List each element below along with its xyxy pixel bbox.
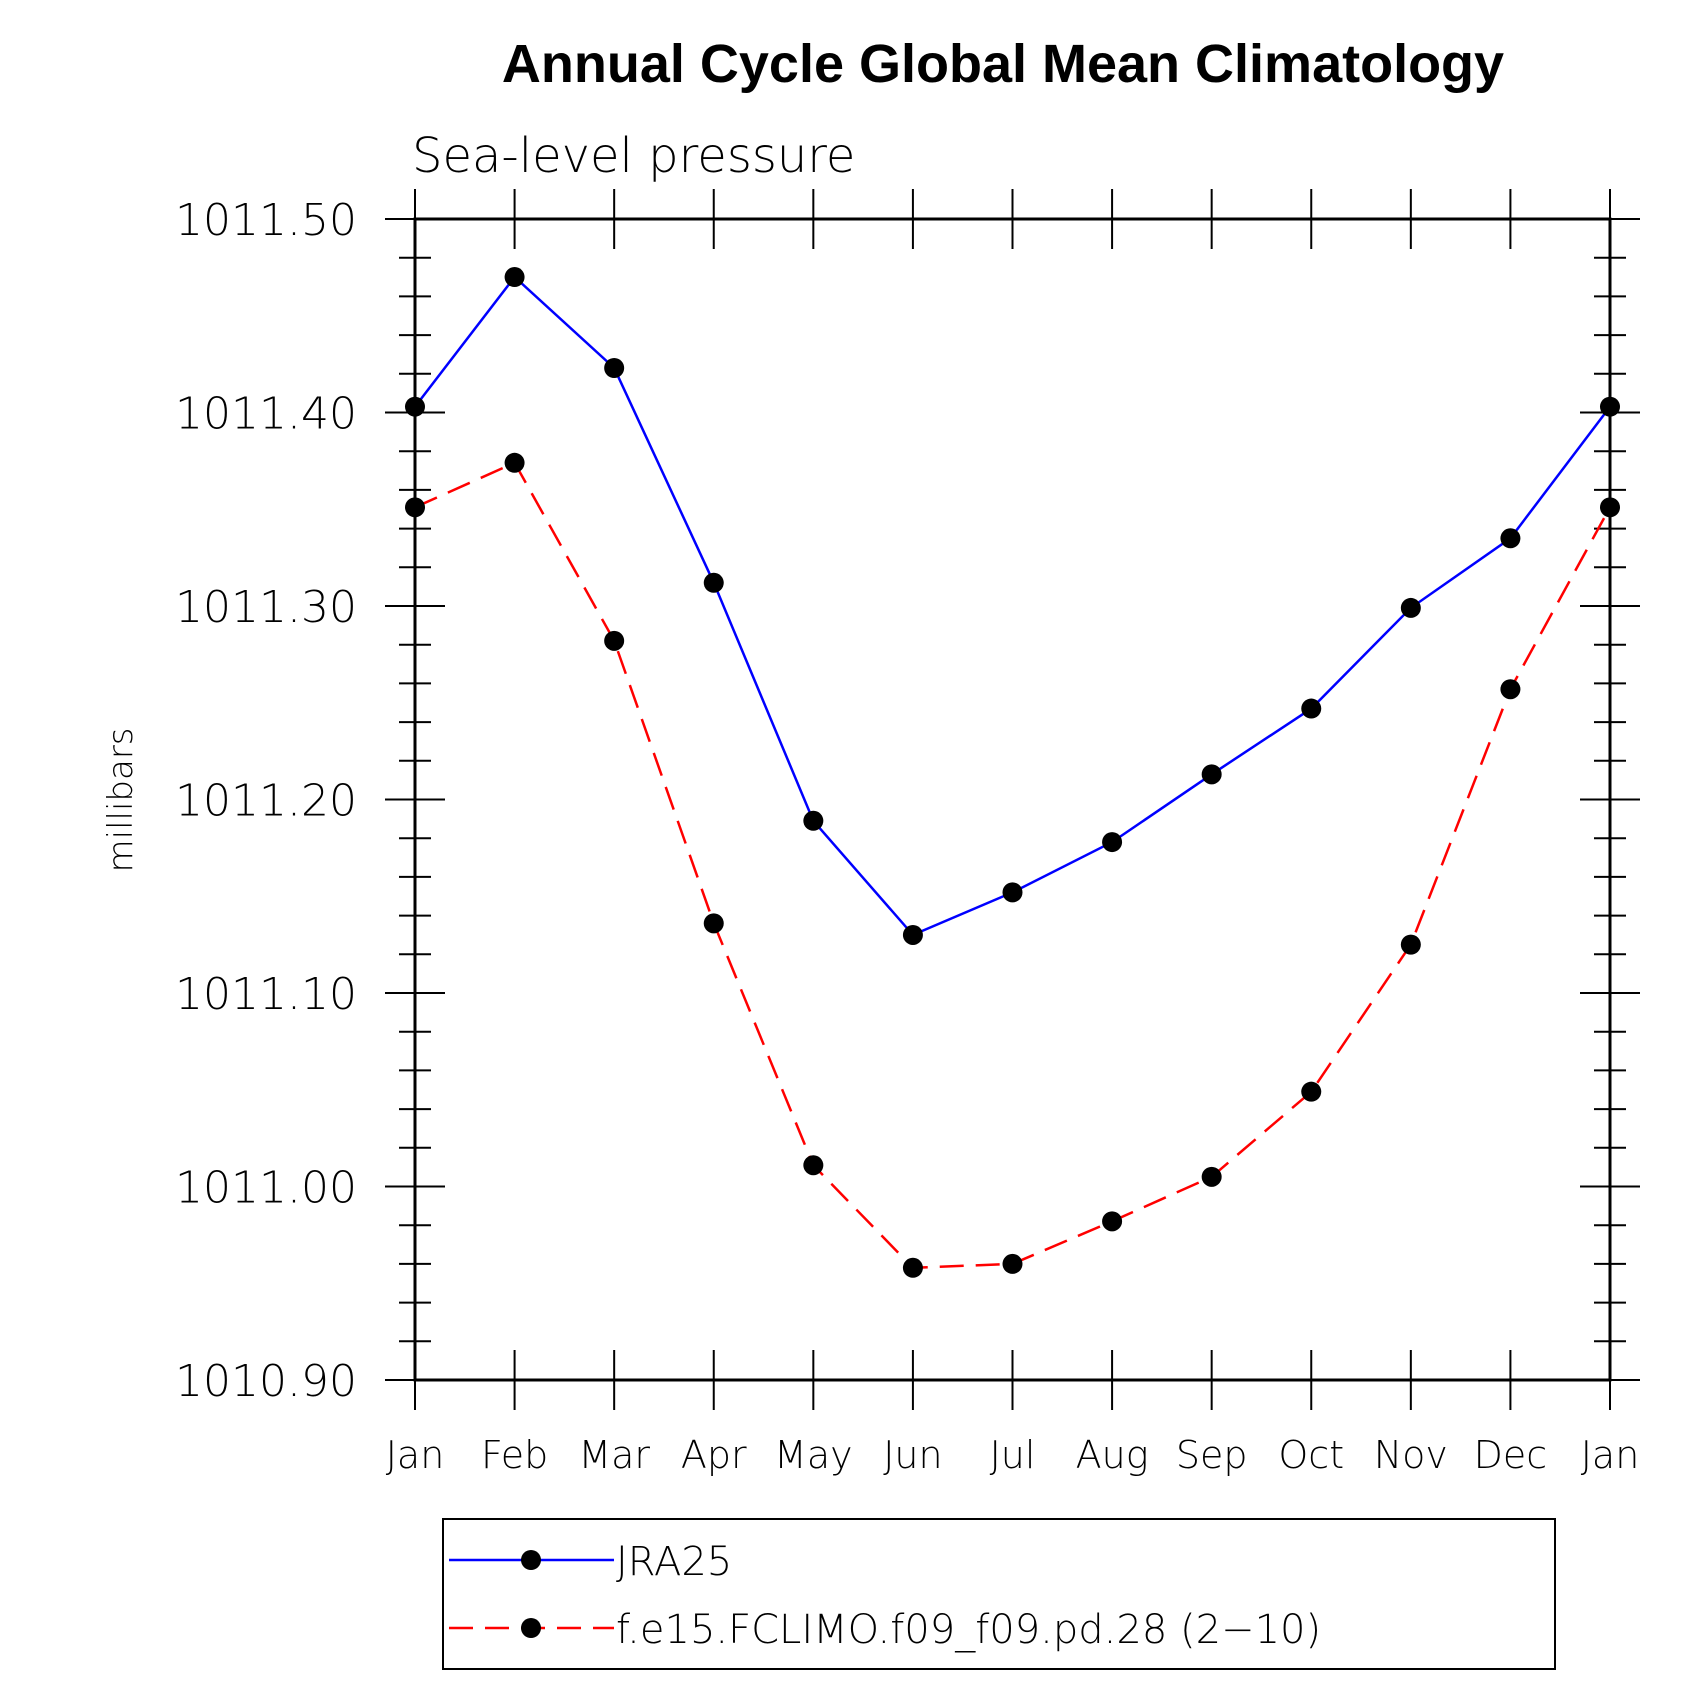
- x-tick-label: Sep: [1176, 1433, 1248, 1477]
- data-markers: [405, 267, 1620, 1278]
- y-axis-label: millibars: [101, 727, 141, 872]
- x-tick-label: Mar: [578, 1433, 650, 1477]
- series-1-point: [1301, 1081, 1322, 1102]
- axis-ticks: [385, 189, 1640, 1410]
- x-tick-label: Jan: [1581, 1433, 1640, 1477]
- legend-box: [442, 1518, 1556, 1670]
- series-0-point: [803, 810, 824, 831]
- series-1-point: [703, 913, 724, 934]
- y-tick-label: 1010.90: [175, 1356, 357, 1407]
- legend: JRA25 f.e15.FCLIMO.f09_f09.pd.28 (2−10): [442, 1518, 1556, 1670]
- y-tick-label: 1011.20: [175, 776, 357, 827]
- x-tick-label: Apr: [681, 1433, 747, 1477]
- series-0-point: [1102, 832, 1123, 853]
- series-1-point: [1400, 934, 1421, 955]
- series-0-point: [1400, 597, 1421, 618]
- y-tick-label: 1011.40: [175, 389, 357, 440]
- series-1-point: [1201, 1166, 1222, 1187]
- x-tick-label: Jul: [990, 1433, 1036, 1477]
- legend-marker-jra25: [521, 1550, 541, 1570]
- legend-label-model: f.e15.FCLIMO.f09_f09.pd.28 (2−10): [616, 1607, 1321, 1653]
- x-tick-label: Jun: [883, 1433, 942, 1477]
- plot-frame: [413, 217, 1612, 1382]
- series-0-point: [703, 572, 724, 593]
- legend-label-jra25: JRA25: [616, 1539, 732, 1585]
- series-0-point: [1002, 882, 1023, 903]
- series-0-point: [1201, 764, 1222, 785]
- series-line-1: [414, 461, 1612, 1270]
- series-0-point: [1500, 528, 1521, 549]
- chart-subtitle: Sea-level pressure: [412, 128, 855, 184]
- series-1-point: [504, 452, 525, 473]
- legend-marker-model: [521, 1618, 541, 1638]
- series-0-point: [504, 267, 525, 288]
- tick-labels: 1010.90 1011.00 1011.10 1011.20 1011.30 1011.…: [175, 195, 1639, 1477]
- series-1-point: [803, 1155, 824, 1176]
- series-0-point: [1301, 698, 1322, 719]
- y-tick-label: 1011.30: [175, 582, 357, 633]
- series-1-point: [902, 1257, 923, 1278]
- x-tick-label: Oct: [1278, 1433, 1344, 1477]
- y-tick-label: 1011.50: [175, 195, 357, 246]
- series-1-point: [1002, 1253, 1023, 1274]
- chart-title: Annual Cycle Global Mean Climatology: [502, 34, 1504, 94]
- series-0-point: [902, 924, 923, 945]
- x-tick-label: Feb: [481, 1433, 548, 1477]
- series-1-point: [1500, 679, 1521, 700]
- x-tick-label: Jan: [386, 1433, 445, 1477]
- x-tick-label: Dec: [1474, 1433, 1548, 1477]
- series-0-point: [604, 357, 625, 378]
- x-tick-label: Aug: [1076, 1433, 1149, 1477]
- series-1-point: [604, 630, 625, 651]
- x-tick-label: Nov: [1374, 1433, 1448, 1477]
- series-lines: [414, 275, 1612, 1270]
- y-tick-label: 1011.00: [175, 1163, 357, 1214]
- y-tick-label: 1011.10: [175, 969, 357, 1020]
- x-tick-label: May: [774, 1433, 853, 1477]
- series-1-point: [1102, 1211, 1123, 1232]
